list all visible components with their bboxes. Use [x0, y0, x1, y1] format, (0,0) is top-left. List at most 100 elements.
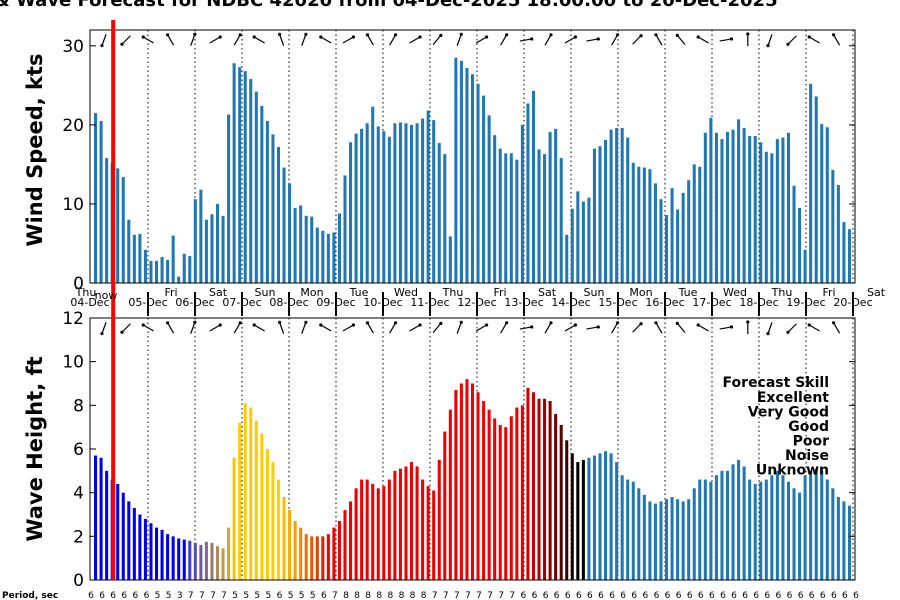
direction-arrowhead: [596, 37, 600, 41]
direction-arrowhead: [277, 320, 282, 324]
direction-arrowhead: [786, 330, 790, 334]
bar: [659, 501, 663, 580]
bar: [232, 457, 236, 580]
period-tick-label: 6: [110, 591, 116, 600]
bar: [337, 213, 341, 283]
wind-y-axis-label: Wind Speed, kts: [23, 53, 47, 246]
direction-arrow: [142, 324, 154, 332]
legend-item: Very Good: [748, 405, 829, 421]
bar: [437, 143, 441, 283]
bar: [653, 503, 657, 580]
direction-arrowhead: [351, 35, 355, 39]
period-tick-label: 6: [144, 591, 150, 600]
bar: [116, 168, 120, 283]
direction-arrow: [544, 322, 552, 334]
direction-arrowhead: [484, 35, 489, 39]
bar: [587, 197, 591, 283]
direction-arrow: [301, 322, 307, 334]
bar: [332, 527, 336, 580]
period-tick-label: 8: [365, 591, 371, 600]
bar: [465, 379, 469, 580]
bar: [282, 167, 286, 283]
direction-arrow: [519, 326, 532, 330]
bar: [781, 475, 785, 580]
period-tick-label: 6: [277, 591, 283, 600]
bar: [276, 147, 281, 283]
day-name-label: Fri: [822, 286, 835, 299]
direction-arrowhead: [351, 323, 355, 327]
period-tick-label: 5: [266, 591, 272, 600]
bar: [476, 392, 480, 580]
bar: [376, 126, 380, 283]
bar: [371, 106, 375, 283]
direction-arrow: [342, 36, 354, 44]
direction-arrow: [233, 322, 241, 334]
direction-arrowhead: [616, 33, 620, 37]
bar: [454, 57, 458, 283]
bar: [326, 534, 330, 580]
direction-arrowhead: [252, 35, 256, 39]
period-tick-label: 6: [842, 591, 848, 600]
day-name-label: Fri: [493, 286, 506, 299]
legend-item: Poor: [793, 434, 829, 450]
bar: [798, 492, 802, 580]
direction-arrowhead: [459, 32, 463, 36]
period-tick-label: 5: [232, 591, 238, 600]
bar: [520, 405, 524, 580]
bar: [731, 129, 735, 283]
bar: [454, 390, 458, 580]
day-name-label: Sat: [209, 286, 228, 299]
bar: [171, 536, 175, 580]
bar: [204, 219, 208, 283]
direction-arrowhead: [365, 33, 369, 37]
bar: [265, 120, 269, 283]
bar: [786, 481, 791, 580]
direction-arrow: [676, 35, 686, 45]
bar: [681, 192, 685, 283]
bar: [171, 235, 175, 283]
bar: [786, 132, 791, 283]
period-tick-label: 6: [587, 591, 593, 600]
bar: [94, 455, 98, 580]
direction-arrowhead: [120, 330, 124, 334]
bar: [770, 475, 774, 580]
bar: [792, 488, 796, 580]
bar: [337, 521, 341, 580]
bar: [99, 457, 103, 580]
bar: [831, 488, 835, 580]
period-tick-label: 6: [831, 591, 837, 600]
bar: [653, 183, 657, 283]
bar: [304, 215, 308, 283]
direction-arrowhead: [639, 34, 643, 38]
direction-arrow: [719, 326, 732, 330]
direction-arrow: [564, 324, 576, 332]
period-tick-label: 6: [709, 591, 715, 600]
bar: [554, 414, 558, 580]
direction-arrow: [676, 323, 686, 333]
bar: [127, 219, 131, 283]
bar: [764, 479, 768, 580]
bar: [604, 139, 608, 283]
period-tick-label: 5: [310, 591, 316, 600]
bar: [249, 407, 253, 580]
direction-arrowhead: [696, 35, 700, 39]
bar: [105, 158, 109, 283]
bar: [404, 466, 408, 580]
bar: [177, 276, 181, 283]
day-name-label: Sun: [255, 286, 276, 299]
direction-arrow: [655, 322, 663, 334]
direction-arrowhead: [365, 321, 369, 325]
direction-arrow: [833, 34, 841, 46]
direction-arrowhead: [100, 332, 104, 336]
direction-arrow: [719, 38, 732, 42]
bar: [798, 207, 802, 283]
period-tick-label: 6: [731, 591, 737, 600]
period-tick-label: 8: [410, 591, 416, 600]
bar: [737, 119, 741, 283]
period-tick-label: 7: [432, 591, 438, 600]
bar: [554, 128, 558, 283]
bar: [803, 249, 807, 283]
direction-arrowhead: [573, 323, 577, 327]
direction-arrowhead: [439, 33, 443, 38]
direction-arrowhead: [459, 320, 463, 324]
